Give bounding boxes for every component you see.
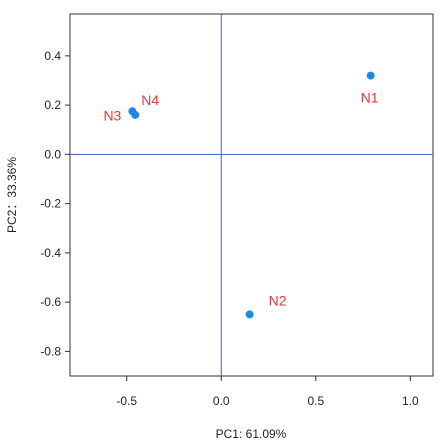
y-tick-label: -0.2 xyxy=(40,197,61,211)
data-points: N1 N2 N3 N4 xyxy=(103,71,379,319)
point-label-n3: N3 xyxy=(103,107,121,123)
point-n1 xyxy=(366,71,375,80)
x-tick-label: 1.0 xyxy=(402,394,419,408)
x-axis-ticks: -0.5 0.0 0.5 1.0 xyxy=(116,376,419,408)
reference-lines xyxy=(70,14,433,376)
y-axis-title: PC2：33.36% xyxy=(5,157,19,233)
point-label-n4: N4 xyxy=(141,92,159,108)
y-tick-label: -0.4 xyxy=(40,246,61,260)
point-label-n1: N1 xyxy=(361,90,379,106)
y-tick-label: -0.8 xyxy=(40,344,61,358)
y-tick-label: 0.2 xyxy=(44,98,61,112)
y-tick-label: -0.6 xyxy=(40,295,61,309)
x-tick-label: -0.5 xyxy=(116,394,137,408)
y-tick-label: 0.4 xyxy=(44,49,61,63)
x-tick-label: 0.0 xyxy=(213,394,230,408)
y-axis-ticks: -0.8 -0.6 -0.4 -0.2 0.0 0.2 0.4 xyxy=(40,49,70,358)
x-axis-title: PC1: 61.09% xyxy=(216,427,287,441)
point-n4 xyxy=(131,110,140,119)
x-tick-label: 0.5 xyxy=(307,394,324,408)
point-n2 xyxy=(245,310,254,319)
point-label-n2: N2 xyxy=(269,292,287,308)
y-tick-label: 0.0 xyxy=(44,147,61,161)
plot-frame xyxy=(69,13,434,377)
